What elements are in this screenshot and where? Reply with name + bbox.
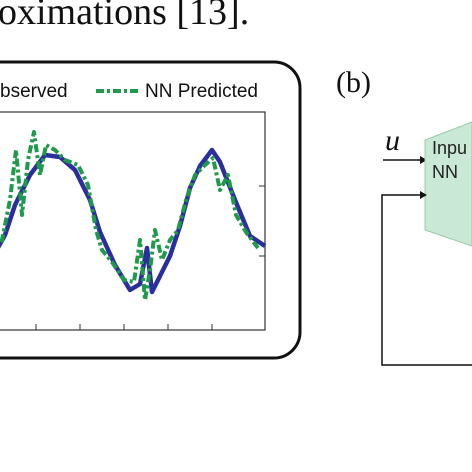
predicted-curve — [0, 130, 260, 302]
plot-area — [0, 111, 266, 331]
arrow-head — [420, 156, 427, 164]
header-text: oximations [13]. — [0, 0, 249, 33]
legend-label: NN Predicted — [145, 81, 258, 102]
arrow-head — [420, 191, 427, 199]
legend-label: bserved — [0, 81, 68, 102]
panel-a: bserved NN Predicted — [0, 60, 302, 360]
panel-label: (b) — [336, 66, 371, 99]
panel-b: (b) u Inpu NN — [336, 66, 472, 366]
panel-frame — [0, 60, 302, 360]
feedback-line — [381, 194, 472, 366]
nn-block — [424, 121, 472, 247]
block-text: NN — [432, 162, 458, 182]
block-text: Inpu — [432, 138, 467, 158]
input-symbol: u — [385, 124, 400, 157]
ticks — [35, 185, 265, 330]
